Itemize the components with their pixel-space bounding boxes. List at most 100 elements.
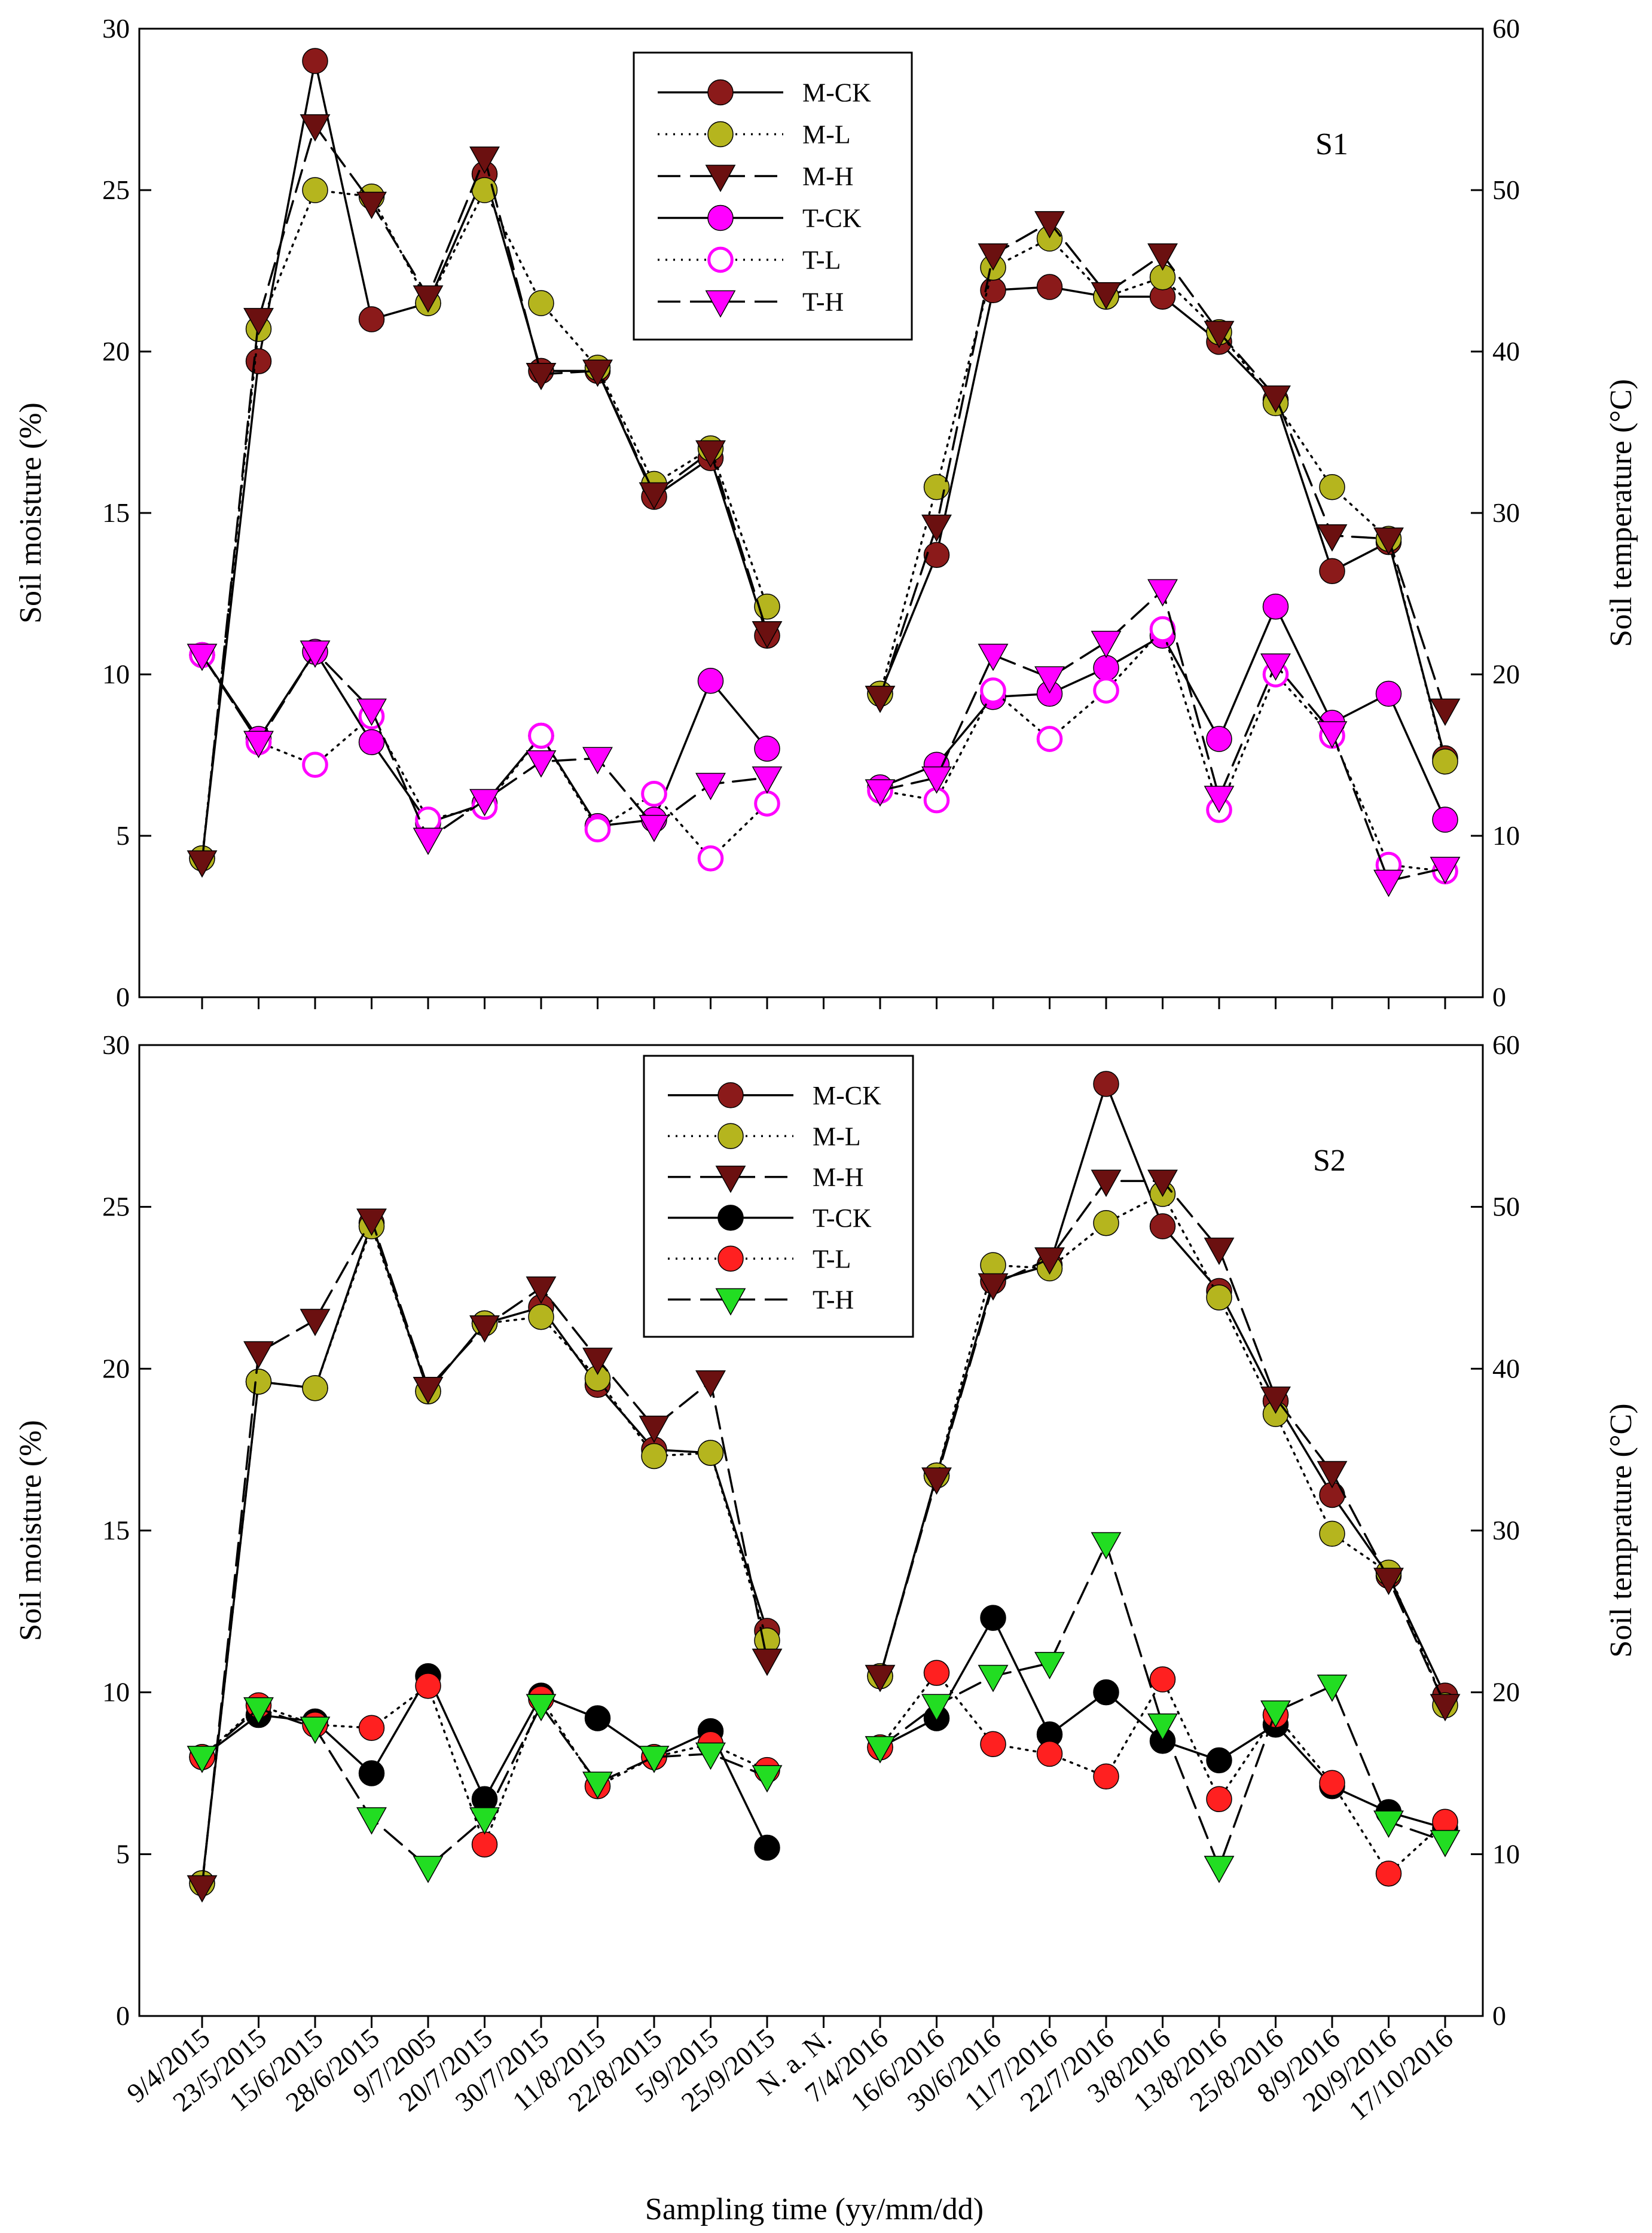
data-point-m-h [1260, 385, 1291, 413]
panel-label-s2: S2 [1313, 1144, 1346, 1178]
data-point-m-h [978, 243, 1009, 271]
y-tick-label-left: 20 [102, 1353, 130, 1383]
data-point-t-l [754, 790, 780, 817]
data-point-t-h [865, 779, 896, 807]
data-point-t-l [980, 677, 1006, 704]
data-point-t-h [1147, 579, 1178, 607]
data-point-t-ck [697, 668, 724, 694]
data-point-t-h [752, 1765, 783, 1793]
y-tick-label-left: 15 [102, 497, 130, 528]
data-point-t-h [978, 643, 1009, 671]
legend-entry-t-ck: T-CK [813, 1203, 872, 1233]
data-point-t-h [1091, 1532, 1122, 1560]
data-point-m-ck [1093, 1071, 1119, 1097]
legend-marker [717, 1123, 744, 1149]
data-point-t-h [1147, 1713, 1178, 1741]
data-point-t-h [639, 814, 670, 842]
legend-entry-t-h: T-H [802, 288, 844, 317]
data-point-m-h [413, 1376, 444, 1404]
data-point-t-ck [1206, 726, 1232, 752]
data-point-m-h [469, 146, 500, 174]
legend-marker [717, 1205, 744, 1231]
data-point-m-h [469, 1315, 500, 1343]
data-point-m-l [641, 1443, 667, 1470]
legend-entry-m-h: M-H [813, 1163, 864, 1192]
x-axis-title: Sampling time (yy/mm/dd) [645, 2192, 984, 2226]
data-point-t-l [1206, 1786, 1232, 1813]
data-point-m-l [697, 1440, 724, 1466]
data-point-t-l [641, 780, 667, 807]
data-point-m-h [187, 850, 218, 878]
data-point-t-h [413, 1856, 444, 1883]
y-tick-label-left: 25 [102, 1192, 130, 1222]
legend-marker [707, 246, 734, 273]
data-point-t-h [921, 1694, 952, 1722]
data-point-m-l [528, 1303, 554, 1330]
y-tick-label-left: 25 [102, 175, 130, 205]
panel-s1: 0 5 10 15 20 25 30 0 10 20 30 40 50 60 M-CK M-L M-H T-CK… [14, 13, 1638, 1012]
y-tick-label-right: 0 [1492, 982, 1506, 1012]
data-point-t-ck [754, 735, 780, 762]
data-point-t-h [526, 1694, 557, 1722]
data-point-m-h [1204, 1238, 1235, 1265]
data-point-m-ck [1319, 558, 1345, 584]
y-tick-label-right: 60 [1492, 1030, 1520, 1060]
y-tick-label-left: 5 [116, 1838, 130, 1869]
legend-marker [715, 1288, 746, 1316]
data-point-m-ck [1149, 1213, 1176, 1239]
data-point-t-ck [358, 729, 385, 756]
data-point-m-h [1147, 1169, 1178, 1198]
legend-marker [707, 204, 734, 231]
data-point-t-ck [1262, 593, 1289, 620]
data-point-m-h [526, 362, 557, 390]
data-point-m-h [865, 685, 896, 713]
data-point-t-h [1430, 857, 1461, 884]
legend-entry-t-h: T-H [813, 1285, 854, 1315]
data-point-t-ck [1093, 655, 1119, 681]
data-point-m-h [752, 1648, 783, 1676]
data-point-m-ck [1036, 274, 1063, 300]
data-point-t-h [300, 640, 331, 668]
y-tick-label-right: 10 [1492, 1838, 1520, 1869]
data-point-m-h [1091, 282, 1122, 310]
data-point-t-l [1149, 1666, 1176, 1693]
data-point-t-l [923, 1660, 950, 1686]
data-point-m-h [413, 285, 444, 313]
y-tick-label-left: 10 [102, 659, 130, 689]
y-tick-label-right: 30 [1492, 1515, 1520, 1545]
data-point-t-ck [980, 1605, 1006, 1631]
data-point-t-h [978, 1664, 1009, 1693]
data-point-t-h [582, 1771, 613, 1800]
data-point-m-h [639, 1415, 670, 1443]
data-point-m-h [1373, 527, 1404, 555]
data-point-m-h [300, 114, 331, 142]
data-point-m-h [1147, 243, 1178, 271]
y-tick-label-right: 0 [1492, 2000, 1506, 2031]
data-point-m-h [1430, 698, 1461, 726]
data-point-m-h [865, 1664, 896, 1693]
legend-entry-t-l: T-L [802, 246, 841, 275]
data-point-t-h [1430, 1829, 1461, 1858]
data-point-t-h [469, 789, 500, 817]
data-point-m-h [695, 440, 726, 468]
y-tick-label-right: 50 [1492, 1192, 1520, 1222]
data-point-m-h [1034, 211, 1065, 239]
legend-entry-m-ck: M-CK [813, 1081, 881, 1110]
data-point-t-ck [1375, 680, 1402, 707]
series-line-t-l [201, 1684, 768, 1848]
data-point-t-h [695, 1742, 726, 1770]
data-point-m-l [245, 1368, 272, 1395]
legend-marker [707, 79, 734, 106]
series-line-t-h [879, 1540, 1446, 1870]
data-point-t-h [356, 698, 387, 726]
series-m-h [187, 1169, 1461, 1903]
data-point-t-ck [1206, 1747, 1232, 1774]
data-point-t-h [865, 1736, 896, 1764]
data-point-t-h [1373, 1810, 1404, 1838]
data-point-t-h [695, 772, 726, 801]
data-point-t-l [471, 1831, 498, 1858]
data-point-m-h [582, 359, 613, 387]
data-point-m-h [1430, 1694, 1461, 1722]
data-point-m-ck [980, 277, 1006, 304]
y-tick-label-right: 10 [1492, 820, 1520, 851]
